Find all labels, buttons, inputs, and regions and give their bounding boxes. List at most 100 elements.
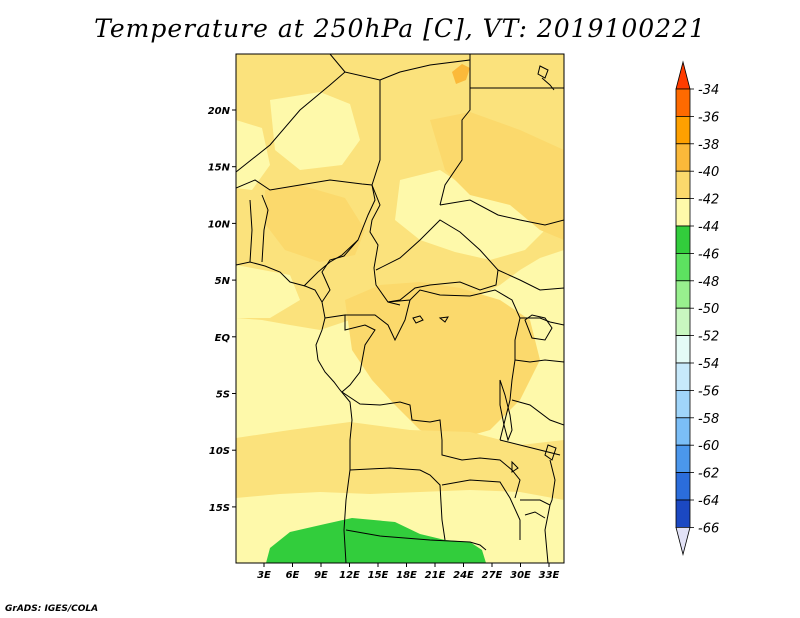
colorbar-label: -64 xyxy=(698,494,719,509)
border-27 xyxy=(549,459,556,506)
border-12 xyxy=(375,219,499,303)
map-frame xyxy=(235,53,565,564)
colorbar-label: -50 xyxy=(698,302,719,317)
field-pale-patch-2 xyxy=(236,120,270,190)
colorbar-segment xyxy=(675,307,691,337)
colorbar-segment xyxy=(675,499,691,528)
colorbar-segment xyxy=(675,335,691,364)
border-15 xyxy=(324,314,376,393)
border-20 xyxy=(441,479,521,540)
colorbar-segment xyxy=(675,198,691,227)
colorbar-label: -48 xyxy=(698,275,719,290)
border-9 xyxy=(249,199,253,263)
border-5 xyxy=(469,60,564,89)
border-8 xyxy=(261,194,269,263)
colorbar-label: -52 xyxy=(698,330,719,345)
field-band-40-west xyxy=(265,185,365,262)
border-28 xyxy=(499,379,513,442)
lon-label: 24E xyxy=(453,570,474,581)
axis-labels: 20N 15N 10N 5N EQ 5S 10S 15S 3E 6E 9E 12E 15E 18E 21E 2… xyxy=(208,106,560,581)
border-21 xyxy=(345,529,487,551)
border-19 xyxy=(349,467,446,541)
colorbar-label: -34 xyxy=(698,83,719,98)
lon-label: 18E xyxy=(396,570,417,581)
colorbar-segment xyxy=(675,389,691,419)
lat-label: EQ xyxy=(215,333,231,344)
border-1 xyxy=(236,261,353,563)
lon-label: 27E xyxy=(482,570,503,581)
colorbar-segment xyxy=(675,225,691,254)
colorbar-label: -56 xyxy=(698,384,719,399)
border-23 xyxy=(514,359,564,363)
border-17 xyxy=(387,289,521,441)
lon-label: 6E xyxy=(286,570,300,581)
field-band-40-central xyxy=(345,282,540,440)
field-pale-patch-4 xyxy=(236,265,300,318)
border-13 xyxy=(439,199,564,226)
colorbar-label: -60 xyxy=(698,439,719,454)
colorbar-label: -36 xyxy=(698,110,719,125)
colorbar-segment xyxy=(675,252,691,282)
border-35 xyxy=(524,511,546,519)
field-band-40-east xyxy=(430,112,564,240)
colorbar-segment xyxy=(675,362,691,391)
lat-label: 15N xyxy=(208,163,231,174)
lon-label: 15E xyxy=(368,570,389,581)
colorbar-label: -58 xyxy=(698,412,719,427)
border-32 xyxy=(537,65,549,79)
border-4 xyxy=(379,59,471,206)
border-3 xyxy=(329,54,346,73)
border-29 xyxy=(524,314,553,341)
lat-label: 10N xyxy=(208,219,231,230)
colorbar-label: -40 xyxy=(698,165,719,180)
colorbar-label: -38 xyxy=(698,138,719,153)
colorbar-label: -46 xyxy=(698,247,719,262)
border-11 xyxy=(321,239,359,303)
colorbar-label: -62 xyxy=(698,467,719,482)
lat-label: 5S xyxy=(216,390,230,401)
field-pale-patch-3 xyxy=(395,170,545,260)
border-36 xyxy=(544,444,557,461)
border-7 xyxy=(236,179,376,287)
colorbar-segment xyxy=(675,472,691,501)
border-18 xyxy=(341,391,521,499)
lat-label: 5N xyxy=(215,276,231,287)
field-band-38-spot xyxy=(452,64,470,84)
colorbar-top-arrow xyxy=(675,60,691,90)
lon-label: 30E xyxy=(510,570,531,581)
country-borders xyxy=(236,54,564,563)
border-25 xyxy=(499,439,561,456)
lon-label: 21E xyxy=(425,570,446,581)
border-10 xyxy=(369,184,401,306)
field-pale-patch-1 xyxy=(270,92,360,170)
border-16 xyxy=(345,299,411,342)
colorbar-label: -66 xyxy=(698,521,719,536)
border-30 xyxy=(412,315,424,324)
lon-label: 33E xyxy=(539,570,560,581)
lat-label: 15S xyxy=(209,503,230,514)
lon-label: 12E xyxy=(339,570,360,581)
lon-label: 9E xyxy=(314,570,328,581)
colorbar: -34 -36 -38 -40 -42 -44 -46 -48 -50 -52 -54 -56 -58 -… xyxy=(675,60,719,556)
grads-credit: GrADS: IGES/COLA xyxy=(5,604,99,614)
colorbar-segment xyxy=(675,116,691,145)
map-title: Temperature at 250hPa [C], VT: 201910022… xyxy=(94,14,706,43)
border-34 xyxy=(511,460,519,473)
colorbar-segment xyxy=(675,417,691,446)
colorbar-segment xyxy=(675,170,691,199)
colorbar-label: -44 xyxy=(698,220,719,235)
border-22 xyxy=(520,317,564,326)
field-band-44-south xyxy=(266,518,486,563)
border-24 xyxy=(511,399,564,426)
colorbar-segment xyxy=(675,88,691,117)
colorbar-bottom-arrow xyxy=(675,527,691,556)
axis-ticks xyxy=(232,109,550,567)
colorbar-segment xyxy=(675,143,691,172)
border-31 xyxy=(438,316,449,323)
border-2 xyxy=(236,71,381,186)
colorbar-segment xyxy=(675,280,691,309)
colorbar-label: -54 xyxy=(698,357,719,372)
border-33 xyxy=(541,77,555,91)
lat-label: 10S xyxy=(209,446,230,457)
